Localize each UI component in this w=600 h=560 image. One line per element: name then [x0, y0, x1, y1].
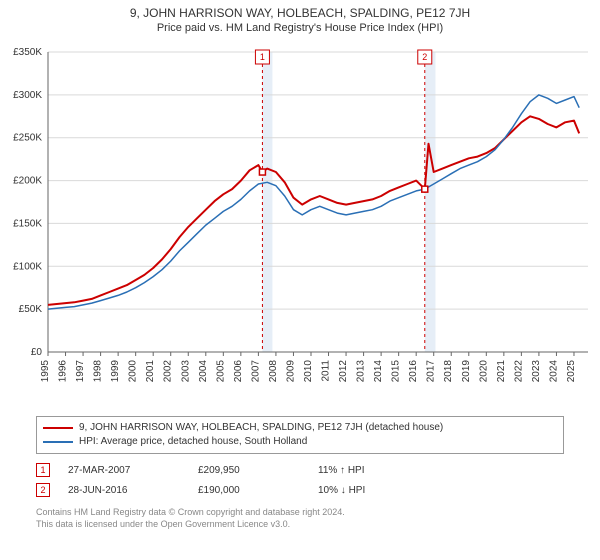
svg-text:1995: 1995	[40, 360, 51, 383]
svg-text:2017: 2017	[426, 360, 437, 383]
svg-text:£350K: £350K	[13, 47, 42, 58]
sale-date: 28-JUN-2016	[68, 485, 198, 496]
svg-text:2003: 2003	[180, 360, 191, 383]
sale-delta: 11% ↑ HPI	[318, 465, 418, 476]
svg-text:1998: 1998	[93, 360, 104, 383]
legend-label: 9, JOHN HARRISON WAY, HOLBEACH, SPALDING…	[79, 421, 443, 435]
chart-plot-area: £0 £50K £100K £150K £200K £250K £300K £350K 1995…	[0, 44, 600, 404]
svg-text:£150K: £150K	[13, 218, 42, 229]
svg-text:2004: 2004	[198, 360, 209, 383]
svg-text:2: 2	[422, 52, 427, 62]
sales-table: 1 27-MAR-2007£209,95011% ↑ HPI 2 28-JUN-201…	[36, 460, 564, 500]
footer-line1: Contains HM Land Registry data © Crown c…	[36, 506, 564, 518]
svg-text:2023: 2023	[531, 360, 542, 383]
chart-subtitle: Price paid vs. HM Land Registry's House …	[0, 20, 600, 38]
svg-text:2024: 2024	[548, 360, 559, 383]
sale-marker: 1	[36, 463, 50, 477]
svg-text:2022: 2022	[513, 360, 524, 383]
svg-text:£300K: £300K	[13, 90, 42, 101]
svg-text:£250K: £250K	[13, 133, 42, 144]
svg-text:2002: 2002	[163, 360, 174, 383]
legend: 9, JOHN HARRISON WAY, HOLBEACH, SPALDING…	[36, 416, 564, 454]
svg-text:2010: 2010	[303, 360, 314, 383]
svg-text:2000: 2000	[128, 360, 139, 383]
sale-row: 1 27-MAR-2007£209,95011% ↑ HPI	[36, 460, 564, 480]
svg-text:2013: 2013	[356, 360, 367, 383]
svg-text:2018: 2018	[443, 360, 454, 383]
svg-text:1: 1	[260, 52, 265, 62]
svg-text:£0: £0	[31, 347, 43, 358]
svg-text:2008: 2008	[268, 360, 279, 383]
legend-swatch	[43, 427, 73, 429]
sale-delta: 10% ↓ HPI	[318, 485, 418, 496]
sale-price: £190,000	[198, 485, 318, 496]
svg-text:2025: 2025	[566, 360, 577, 383]
svg-text:£100K: £100K	[13, 261, 42, 272]
svg-text:£200K: £200K	[13, 176, 42, 187]
svg-text:2005: 2005	[215, 360, 226, 383]
svg-text:£50K: £50K	[19, 304, 43, 315]
svg-text:2007: 2007	[250, 360, 261, 383]
svg-text:1996: 1996	[58, 360, 69, 383]
svg-text:2009: 2009	[285, 360, 296, 383]
chart-title: 9, JOHN HARRISON WAY, HOLBEACH, SPALDING…	[0, 0, 600, 20]
sale-row: 2 28-JUN-2016£190,00010% ↓ HPI	[36, 480, 564, 500]
svg-text:1997: 1997	[75, 360, 86, 383]
legend-row: HPI: Average price, detached house, Sout…	[43, 435, 557, 449]
svg-text:2020: 2020	[478, 360, 489, 383]
line-chart: £0 £50K £100K £150K £200K £250K £300K £350K 1995…	[0, 44, 600, 404]
legend-swatch	[43, 441, 73, 443]
legend-row: 9, JOHN HARRISON WAY, HOLBEACH, SPALDING…	[43, 421, 557, 435]
svg-text:2001: 2001	[145, 360, 156, 383]
svg-text:2012: 2012	[338, 360, 349, 383]
svg-text:2014: 2014	[373, 360, 384, 383]
svg-text:2011: 2011	[321, 360, 332, 382]
svg-text:2019: 2019	[461, 360, 472, 383]
svg-text:2021: 2021	[496, 360, 507, 383]
svg-text:2015: 2015	[391, 360, 402, 383]
sale-date: 27-MAR-2007	[68, 465, 198, 476]
footer-attribution: Contains HM Land Registry data © Crown c…	[36, 506, 564, 530]
footer-line2: This data is licensed under the Open Gov…	[36, 518, 564, 530]
svg-text:2006: 2006	[233, 360, 244, 383]
svg-text:2016: 2016	[408, 360, 419, 383]
chart-container: 9, JOHN HARRISON WAY, HOLBEACH, SPALDING…	[0, 0, 600, 560]
sale-marker: 2	[36, 483, 50, 497]
sale-price: £209,950	[198, 465, 318, 476]
svg-text:1999: 1999	[110, 360, 121, 383]
legend-label: HPI: Average price, detached house, Sout…	[79, 435, 307, 449]
